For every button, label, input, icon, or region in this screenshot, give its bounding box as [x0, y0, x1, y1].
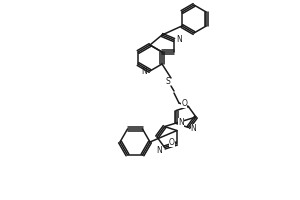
Text: N: N: [178, 118, 184, 127]
Text: O: O: [182, 99, 187, 108]
Text: N: N: [141, 66, 147, 75]
Text: N: N: [190, 124, 196, 133]
Text: S: S: [166, 77, 170, 86]
Text: N: N: [176, 36, 182, 45]
Text: O: O: [169, 138, 175, 147]
Text: N: N: [157, 146, 163, 155]
